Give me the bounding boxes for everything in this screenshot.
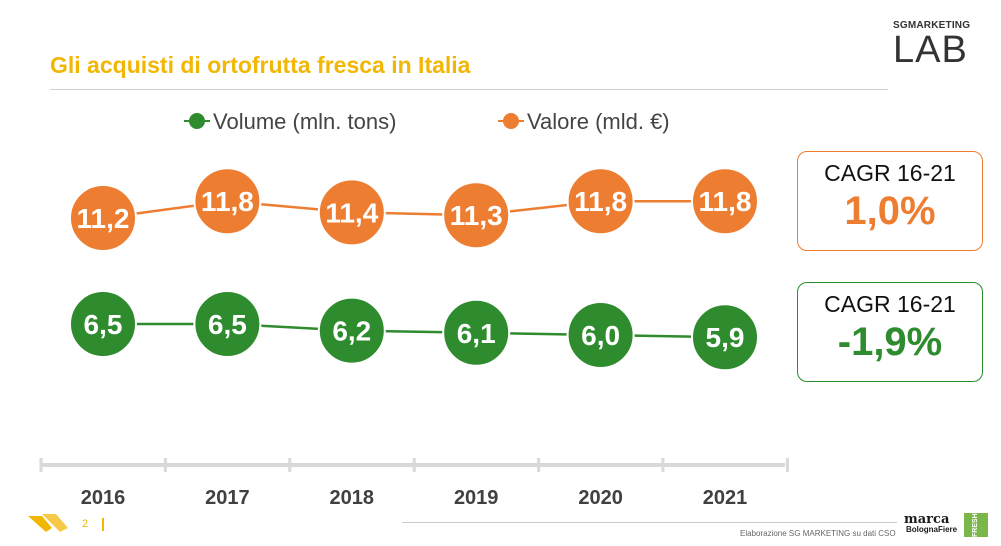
title-divider [50, 89, 888, 90]
brand-chevron-icon [28, 514, 68, 532]
data-point [566, 167, 635, 236]
data-point [193, 167, 262, 236]
data-label: 11,8 [699, 186, 752, 217]
marca-logo: marca [904, 512, 950, 527]
lab-logo-text: LAB [893, 29, 968, 71]
data-label: 11,4 [325, 197, 378, 228]
page-number: 2 [82, 518, 89, 530]
lab-logo: LAB [893, 29, 968, 71]
data-label: 11,2 [77, 203, 130, 234]
footer-divider [402, 522, 897, 523]
data-label: 6,5 [208, 309, 247, 340]
x-tick-label: 2019 [454, 487, 499, 509]
cagr-value: 1,0% [844, 189, 936, 233]
bolognafiere-logo: BolognaFiere [906, 525, 958, 534]
x-tick-label: 2018 [330, 487, 375, 509]
cagr-box-valore: CAGR 16-21 1,0% [797, 151, 983, 251]
data-label: 6,1 [457, 318, 496, 349]
data-point [193, 290, 262, 358]
data-point [69, 184, 137, 252]
data-label: 6,0 [581, 320, 620, 351]
data-label: 6,2 [332, 316, 371, 347]
slide-title: Gli acquisti di ortofrutta fresca in Ita… [50, 52, 471, 78]
data-label: 5,9 [706, 322, 745, 353]
x-tick-label: 2021 [703, 487, 748, 509]
data-label: 11,8 [574, 186, 627, 217]
data-point [69, 290, 137, 358]
x-tick-label: 2017 [205, 487, 250, 509]
data-point [691, 167, 759, 236]
data-point [566, 301, 635, 369]
legend-marker [503, 113, 519, 129]
data-point [442, 181, 511, 250]
cagr-value: -1,9% [837, 320, 943, 364]
x-tick-label: 2016 [81, 487, 126, 509]
sgmarketing-logo-text: SGMARKETING [893, 20, 971, 31]
data-label: 11,3 [450, 200, 503, 231]
data-label: 6,5 [84, 309, 123, 340]
data-label: 11,8 [201, 186, 254, 217]
data-point [317, 296, 386, 365]
cagr-label: CAGR 16-21 [824, 160, 956, 186]
source-note: Elaborazione SG MARKETING su dati CSO [740, 529, 896, 538]
fresh-logo: FRESH [964, 513, 988, 537]
legend-label: Volume (mln. tons) [213, 109, 396, 134]
data-point [442, 298, 511, 367]
legend-marker [189, 113, 205, 129]
data-point [691, 303, 759, 372]
data-point [317, 178, 386, 247]
cagr-box-volume: CAGR 16-21 -1,9% [797, 282, 983, 382]
page-divider [102, 518, 104, 531]
legend-label: Valore (mld. €) [527, 109, 670, 134]
x-tick-label: 2020 [578, 487, 623, 509]
cagr-label: CAGR 16-21 [824, 291, 956, 317]
